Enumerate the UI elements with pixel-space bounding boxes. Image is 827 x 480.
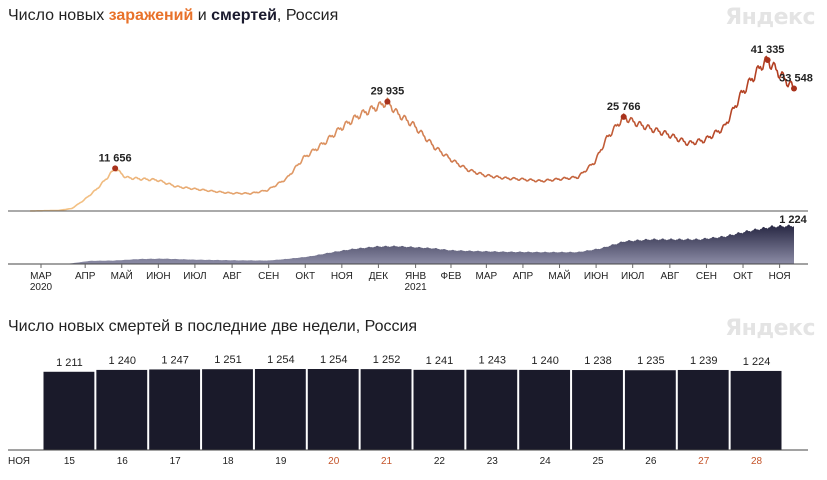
day-tick-label: 26 [645, 456, 657, 467]
month-label: АПР [513, 271, 534, 282]
day-tick-label: 24 [540, 456, 552, 467]
month-label: АВГ [660, 271, 679, 282]
month-label: АПР [75, 271, 96, 282]
day-tick-label: 15 [64, 456, 76, 467]
bar-value-label: 1 252 [373, 354, 401, 366]
month-label: ОКТ [295, 271, 315, 282]
bar-value-label: 1 211 [56, 357, 83, 369]
bar [149, 369, 201, 450]
day-axis: 15 16 17 18 19 20 21 22 23 24 25 26 27 28 [64, 456, 763, 467]
chart1-annotations: 11 656 29 935 25 766 41 335 33 548 1 224 [99, 44, 813, 226]
bar-value-label: 1 239 [690, 355, 718, 367]
year-label: 2020 [30, 282, 53, 293]
bar [413, 369, 465, 450]
bar-value-label: 1 254 [267, 354, 295, 366]
infections-annotation: 29 935 [371, 86, 405, 98]
bar [360, 369, 412, 450]
chart2-title: Число новых смертей в последние две неде… [8, 318, 418, 335]
month-label: ИЮЛ [183, 271, 206, 282]
month-label: НОЯ [331, 271, 353, 282]
infections-series [29, 55, 795, 212]
bar-value-label: 1 240 [109, 355, 137, 367]
deaths-area [30, 224, 794, 264]
day-tick-label: 18 [222, 456, 234, 467]
bar [307, 369, 359, 450]
day-tick-label: 17 [170, 456, 182, 467]
bar-value-label: 1 238 [584, 355, 612, 367]
deaths-annotation: 1 224 [779, 214, 807, 226]
bar [43, 371, 95, 450]
bar-value-label: 1 251 [214, 354, 242, 366]
bar-value-label: 1 224 [743, 356, 771, 368]
chart1-title-prefix: Число новых [8, 7, 109, 24]
month-label: ЯНВ [405, 271, 426, 282]
chart1-title-middle: и [193, 7, 212, 24]
chart1-title-deaths: смертей [211, 7, 277, 24]
chart1-title-suffix: , Россия [276, 7, 339, 24]
yandex-logo-top: Яндекс [725, 5, 815, 30]
infections-annotation: 25 766 [607, 101, 641, 113]
day-tick-label: 21 [381, 456, 393, 467]
year-label: 2021 [404, 282, 427, 293]
month-label: СЕН [258, 271, 279, 282]
bar [96, 369, 148, 450]
bar [202, 369, 253, 450]
month-label: ИЮЛ [621, 271, 644, 282]
month-label: МАЙ [111, 269, 133, 282]
day-tick-label: 19 [275, 456, 287, 467]
bar-value-label: 1 241 [426, 355, 454, 367]
bar-value-label: 1 254 [320, 354, 348, 366]
bar-value-label: 1 235 [637, 355, 665, 367]
month-label: ДЕК [369, 271, 388, 282]
month-label: ИЮН [584, 271, 609, 282]
day-tick-label: 22 [434, 456, 446, 467]
month-label: МАР [476, 271, 498, 282]
deaths-series [30, 224, 794, 264]
bar [466, 369, 518, 450]
month-label: ИЮН [146, 271, 171, 282]
infections-marker [764, 57, 771, 63]
bar [572, 370, 623, 450]
bar [519, 369, 571, 450]
day-tick-label: 27 [698, 456, 710, 467]
month-label: НОЯ [769, 271, 791, 282]
month-label: ФЕВ [441, 271, 462, 282]
bars-group: 1 211 1 240 1 247 1 251 1 254 1 254 1 252 1 241… [43, 354, 782, 450]
infections-marker [620, 113, 627, 120]
day-tick-label: 28 [751, 456, 763, 467]
day-tick-label: 25 [592, 456, 604, 467]
month-label: СЕН [696, 271, 717, 282]
bar [730, 370, 782, 450]
bar-value-label: 1 240 [531, 355, 559, 367]
bar [254, 369, 306, 450]
infections-annotation: 11 656 [99, 152, 132, 164]
yandex-logo-bottom: Яндекс [725, 316, 815, 341]
infections-line [29, 55, 795, 212]
month-label: МАР [30, 271, 52, 282]
infections-annotation: 41 335 [751, 44, 785, 56]
infections-annotation: 33 548 [779, 72, 813, 84]
bar-value-label: 1 243 [479, 355, 507, 367]
bar-value-label: 1 247 [161, 354, 189, 366]
bar [677, 369, 729, 450]
chart1-title-infections: заражений [108, 7, 194, 24]
day-tick-label: 20 [328, 456, 340, 467]
infections-marker [384, 98, 391, 105]
day-tick-label: 16 [117, 456, 129, 467]
day-tick-label: 23 [487, 456, 499, 467]
chart2-month-label: НОЯ [8, 456, 30, 467]
infections-marker [791, 85, 797, 92]
bar [624, 370, 676, 450]
infections-marker [112, 165, 119, 172]
month-label: АВГ [223, 271, 242, 282]
month-label: МАЙ [548, 269, 570, 282]
chart1-title: Число новых заражений и смертей, Россия [8, 7, 338, 25]
month-label: ОКТ [733, 271, 753, 282]
